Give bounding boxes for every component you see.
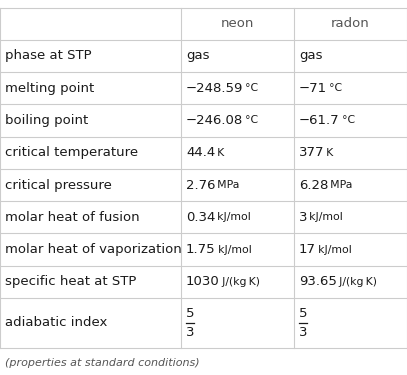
Text: critical temperature: critical temperature: [5, 146, 138, 159]
Text: 2.76: 2.76: [186, 178, 215, 192]
Text: 3: 3: [299, 326, 307, 339]
Text: 0.34: 0.34: [186, 211, 215, 224]
Text: 44.4: 44.4: [186, 146, 215, 159]
Text: 1030: 1030: [186, 275, 220, 288]
Text: MPa: MPa: [328, 180, 353, 190]
Text: 6.28: 6.28: [299, 178, 328, 192]
Text: K: K: [324, 148, 334, 158]
Text: 5: 5: [186, 307, 195, 320]
Text: kJ/mol: kJ/mol: [216, 244, 252, 255]
Text: melting point: melting point: [5, 82, 94, 94]
Text: specific heat at STP: specific heat at STP: [5, 275, 136, 288]
Text: 3: 3: [299, 211, 307, 224]
Text: kJ/mol: kJ/mol: [316, 244, 352, 255]
Text: molar heat of fusion: molar heat of fusion: [5, 211, 140, 224]
Text: (properties at standard conditions): (properties at standard conditions): [5, 358, 199, 368]
Text: radon: radon: [331, 17, 370, 30]
Text: gas: gas: [299, 50, 322, 62]
Text: °C: °C: [243, 116, 258, 126]
Text: kJ/mol: kJ/mol: [215, 212, 251, 222]
Text: 5: 5: [299, 307, 307, 320]
Text: adiabatic index: adiabatic index: [5, 316, 107, 330]
Text: −248.59: −248.59: [186, 82, 243, 94]
Text: °C: °C: [339, 116, 354, 126]
Text: J/(kg K): J/(kg K): [337, 277, 377, 287]
Text: °C: °C: [243, 83, 258, 93]
Text: °C: °C: [327, 83, 342, 93]
Text: −61.7: −61.7: [299, 114, 339, 127]
Text: 17: 17: [299, 243, 316, 256]
Text: gas: gas: [186, 50, 210, 62]
Text: −71: −71: [299, 82, 327, 94]
Text: phase at STP: phase at STP: [5, 50, 92, 62]
Text: kJ/mol: kJ/mol: [307, 212, 343, 222]
Text: boiling point: boiling point: [5, 114, 88, 127]
Text: neon: neon: [221, 17, 254, 30]
Text: 377: 377: [299, 146, 324, 159]
Text: critical pressure: critical pressure: [5, 178, 112, 192]
Text: 93.65: 93.65: [299, 275, 337, 288]
Text: J/(kg K): J/(kg K): [220, 277, 260, 287]
Text: MPa: MPa: [215, 180, 240, 190]
Text: 1.75: 1.75: [186, 243, 216, 256]
Text: −246.08: −246.08: [186, 114, 243, 127]
Text: K: K: [215, 148, 225, 158]
Text: 3: 3: [186, 326, 195, 339]
Text: molar heat of vaporization: molar heat of vaporization: [5, 243, 182, 256]
